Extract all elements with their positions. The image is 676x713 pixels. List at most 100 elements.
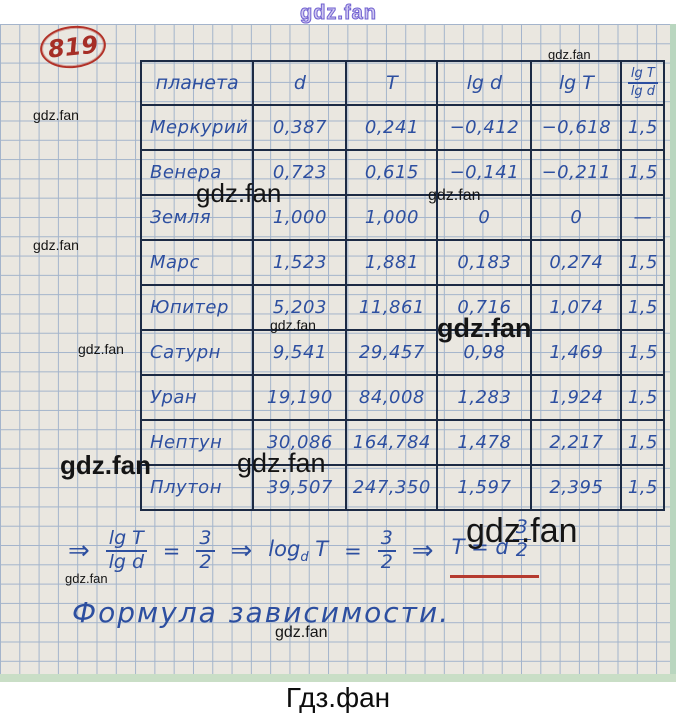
table-row: Марс 1,523 1,881 0,183 0,274 1,5 [139, 239, 666, 286]
gdzfan-watermark: gdz.fan [300, 2, 377, 25]
three-halves-fraction: 3 2 [377, 528, 396, 573]
table-row: Меркурий 0,387 0,241 −0,412 −0,618 1,5 [139, 104, 666, 151]
planet-name-cell: Марс [139, 239, 255, 286]
planet-table: планета d T lg d lg T lg T lg d Меркурий… [139, 60, 666, 511]
three-halves-top: 3 [377, 528, 396, 552]
three-halves-bottom: 2 [199, 550, 212, 573]
value-cell-T: 1,881 [345, 239, 439, 286]
gdzfan-watermark: gdz.fan [270, 317, 316, 333]
implies-arrow: ⇒ [68, 535, 90, 566]
gdzfan-watermark: gdz.fan [60, 450, 151, 480]
value-cell-d: 0,387 [252, 104, 348, 151]
table-row: Венера 0,723 0,615 −0,141 −0,211 1,5 [139, 149, 666, 196]
gdzfan-watermark: gdz.fan [33, 107, 79, 123]
log-argument: T [315, 536, 329, 561]
value-cell-lgT: −0,211 [530, 149, 623, 196]
table-row: Юпитер 5,203 11,861 0,716 1,074 1,5 [139, 284, 666, 331]
value-cell-lgd: 1,478 [436, 419, 533, 466]
table-row: Плутон 39,507 247,350 1,597 2,395 1,5 [139, 464, 666, 511]
value-cell-ratio: — [620, 194, 666, 241]
lg-ratio-top: lg T [105, 528, 147, 552]
value-cell-d: 1,523 [252, 239, 348, 286]
gdzfan-watermark: gdz.fan [237, 448, 326, 478]
bottom-strip: Гдз.фан [0, 682, 676, 713]
value-cell-lgT: 2,395 [530, 464, 623, 511]
value-cell-lgT: 1,469 [530, 329, 623, 376]
table-row: Нептун 30,086 164,784 1,478 2,217 1,5 [139, 419, 666, 466]
table-row: Сатурн 9,541 29,457 0,98 1,469 1,5 [139, 329, 666, 376]
gdzfan-watermark: gdz.fan [466, 512, 578, 550]
gdzfan-watermark: gdz.fan [65, 571, 108, 586]
value-cell-T: 0,615 [345, 149, 439, 196]
log-base: d [300, 550, 309, 566]
value-cell-T: 164,784 [345, 419, 439, 466]
log-word: log [268, 536, 301, 561]
gdzfan-watermark: gdz.fan [33, 237, 79, 253]
header-d: d [252, 60, 348, 106]
value-cell-d: 30,086 [252, 419, 348, 466]
value-cell-T: 0,241 [345, 104, 439, 151]
implies-arrow: ⇒ [230, 535, 253, 566]
value-cell-d: 9,541 [252, 329, 348, 376]
exponent-bottom: 2 [515, 538, 528, 561]
value-cell-lgd: −0,141 [436, 149, 533, 196]
planet-name-cell: Юпитер [139, 284, 255, 331]
header-ratio: lg T lg d [620, 60, 666, 106]
derivation-formula: ⇒ lg T lg d = 3 2 ⇒ logd T = 3 2 ⇒ T = d [68, 517, 539, 578]
value-cell-lgd: 0,98 [436, 329, 533, 376]
gdzfan-watermark: gdz.fan [437, 313, 532, 343]
table-header-row: планета d T lg d lg T lg T lg d [139, 60, 666, 106]
planet-name-cell: Нептун [139, 419, 255, 466]
planet-name-cell: Уран [139, 374, 255, 421]
value-cell-ratio: 1,5 [620, 329, 666, 376]
value-cell-lgd: 1,597 [436, 464, 533, 511]
value-cell-T: 11,861 [345, 284, 439, 331]
problem-number-badge: 819 [37, 22, 109, 72]
table-row: Уран 19,190 84,008 1,283 1,924 1,5 [139, 374, 666, 421]
final-formula: T = d 3 2 [449, 517, 539, 578]
ratio-fraction-bottom: lg d [630, 84, 656, 99]
notebook-photo: 819 планета d T lg d lg T lg T lg d [0, 22, 676, 682]
ratio-fraction-top: lg T [627, 67, 658, 84]
header-planet: планета [139, 60, 255, 106]
value-cell-lgT: −0,618 [530, 104, 623, 151]
value-cell-lgT: 0,274 [530, 239, 623, 286]
value-cell-lgT: 1,074 [530, 284, 623, 331]
conclusion-text: Формула зависимости. [72, 596, 451, 629]
value-cell-T: 29,457 [345, 329, 439, 376]
value-cell-d: 0,723 [252, 149, 348, 196]
header-T: T [345, 60, 439, 106]
exponent-top: 3 [512, 517, 531, 540]
page-edge-bottom [0, 674, 676, 682]
value-cell-T: 1,000 [345, 194, 439, 241]
value-cell-ratio: 1,5 [620, 149, 666, 196]
value-cell-d: 19,190 [252, 374, 348, 421]
lg-ratio-fraction: lg T lg d [105, 528, 147, 573]
value-cell-T: 84,008 [345, 374, 439, 421]
table-row: Земля 1,000 1,000 0 0— [139, 194, 666, 241]
planet-table-body: Меркурий 0,387 0,241 −0,412 −0,618 1,5 Венера 0… [139, 104, 666, 511]
value-cell-lgd: 0 [436, 194, 533, 241]
planet-name-cell: Сатурн [139, 329, 255, 376]
value-cell-d: 1,000 [252, 194, 348, 241]
planet-name-cell: Плутон [139, 464, 255, 511]
lg-ratio-bottom: lg d [108, 550, 145, 573]
value-cell-ratio: 1,5 [620, 374, 666, 421]
exponent-fraction: 3 2 [512, 517, 531, 561]
value-cell-lgT: 1,924 [530, 374, 623, 421]
planet-name-cell: Венера [139, 149, 255, 196]
equals-sign: = [162, 538, 181, 563]
header-lgT: lg T [530, 60, 623, 106]
value-cell-ratio: 1,5 [620, 284, 666, 331]
ratio-fraction: lg T lg d [627, 67, 658, 99]
gdzfan-watermark: gdz.fan [275, 624, 328, 641]
value-cell-ratio: 1,5 [620, 464, 666, 511]
value-cell-lgT: 2,217 [530, 419, 623, 466]
value-cell-ratio: 1,5 [620, 239, 666, 286]
value-cell-d: 39,507 [252, 464, 348, 511]
equals-sign: = [344, 538, 362, 563]
planet-name-cell: Земля [139, 194, 255, 241]
implies-arrow: ⇒ [411, 535, 434, 566]
page-edge-right [670, 24, 676, 682]
